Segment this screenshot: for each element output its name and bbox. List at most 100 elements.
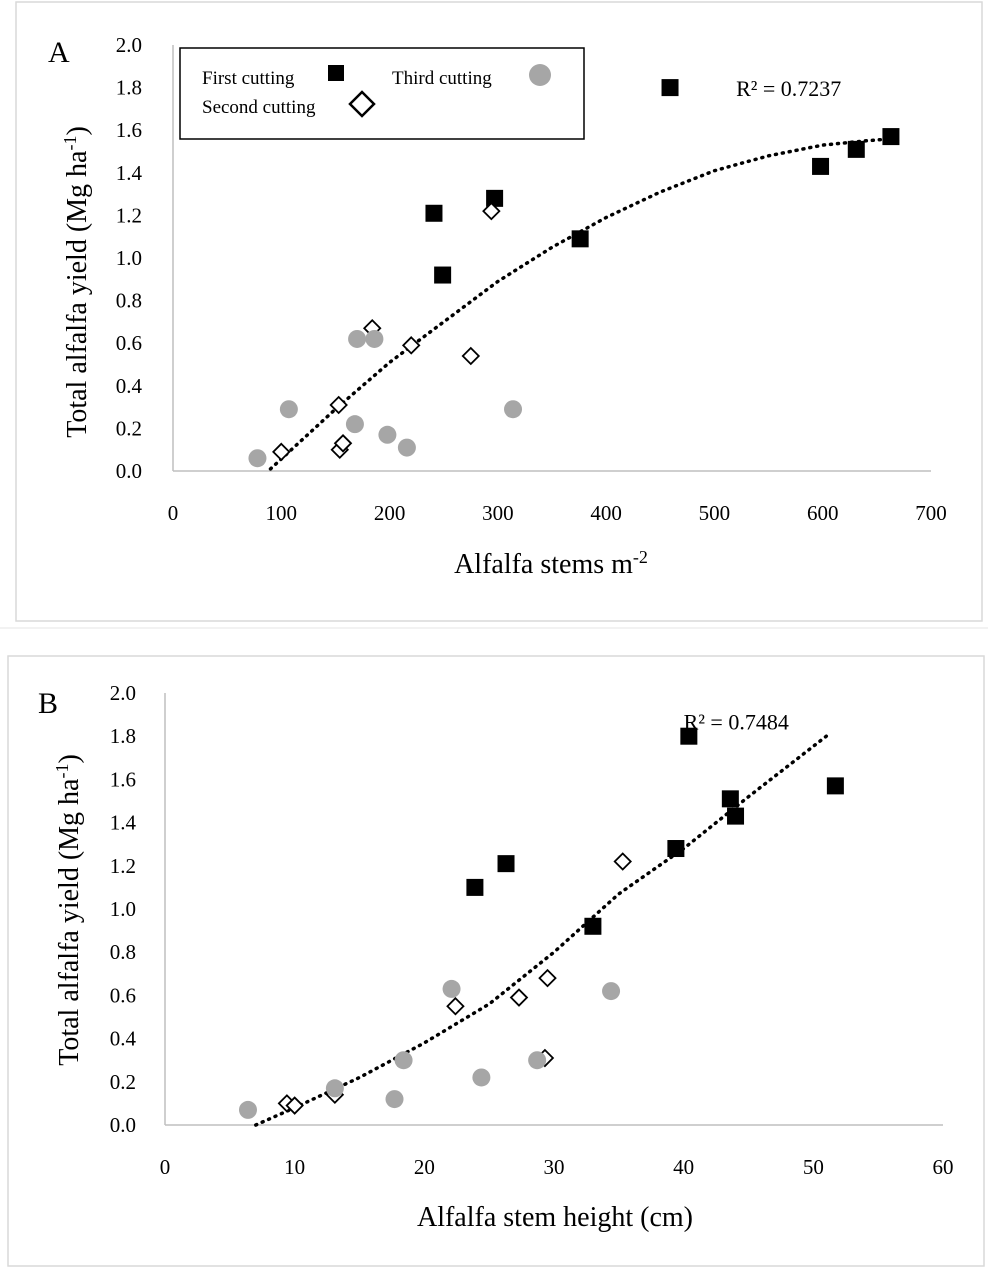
third-cutting-point: [504, 400, 523, 419]
y-tick-label: 0.4: [116, 374, 143, 398]
third-cutting-point: [325, 1079, 344, 1098]
first-cutting-point: [434, 266, 452, 284]
y-tick-label: 1.2: [110, 854, 136, 878]
y-tick-label: 1.2: [116, 203, 142, 227]
panel-a-label: A: [48, 36, 70, 69]
third-cutting-point: [385, 1090, 404, 1109]
second-cutting-point: [613, 852, 632, 871]
x-tick-label: 30: [544, 1155, 565, 1179]
x-tick-label: 100: [266, 501, 298, 525]
second-cutting-point: [401, 336, 421, 355]
trendline: [268, 136, 895, 471]
first-cutting-point: [882, 128, 900, 146]
first-cutting-point: [826, 777, 844, 795]
y-tick-label: 1.8: [110, 724, 136, 748]
y-tick-label: 1.0: [116, 246, 142, 270]
second-cutting-point: [446, 996, 465, 1016]
third-cutting-point: [528, 1051, 547, 1070]
legend-third-label: Third cutting: [392, 68, 492, 89]
panel-a-x-title: Alfalfa stems m-2: [454, 547, 648, 580]
third-cutting-point: [365, 329, 384, 348]
first-cutting-point: [727, 807, 745, 825]
y-tick-label: 2.0: [116, 33, 142, 57]
y-tick-label: 1.6: [110, 767, 136, 791]
x-tick-label: 500: [699, 501, 731, 525]
legend-box: [179, 47, 585, 140]
x-tick-label: 60: [933, 1155, 954, 1179]
panel-b-plot: 0.0 0.2 0.4 0.6 0.8 1.0 1.2 1.4 1.6 1.8 2.0 0 10 20 30…: [110, 681, 954, 1179]
third-cutting-point: [602, 982, 621, 1001]
panel-a-plot: 0.0 0.2 0.4 0.6 0.8 1.0 1.2 1.4 1.6 1.8 2.0 0 100 200…: [116, 33, 947, 525]
second-cutting-point: [461, 346, 481, 366]
panel-b-label: B: [38, 687, 58, 720]
x-tick-label: 10: [284, 1155, 305, 1179]
y-tick-label: 0.6: [110, 983, 136, 1007]
second-cutting-point: [333, 434, 353, 453]
y-tick-label: 1.4: [110, 811, 137, 835]
second-cutting-point: [329, 395, 348, 415]
y-tick-label: 2.0: [110, 681, 136, 705]
y-tick-label: 0.8: [116, 289, 142, 313]
first-cutting-point: [847, 140, 865, 158]
second-cutting-point: [285, 1096, 304, 1115]
panel-b-y-title: Total alfalfa yield (Mg ha-1): [52, 754, 85, 1066]
third-cutting-point: [472, 1068, 491, 1087]
first-cutting-point: [667, 840, 685, 858]
x-tick-label: 50: [803, 1155, 824, 1179]
legend-third-marker: [529, 64, 551, 86]
legend-first-marker: [328, 65, 344, 81]
y-tick-label: 0.0: [116, 459, 142, 483]
first-cutting-point: [571, 230, 589, 248]
y-tick-label: 1.4: [116, 161, 143, 185]
y-tick-label: 0.6: [116, 331, 142, 355]
first-cutting-point: [661, 79, 679, 97]
legend-second-marker: [348, 90, 376, 118]
x-tick-label: 20: [414, 1155, 435, 1179]
third-cutting-point: [397, 438, 416, 457]
x-tick-label: 300: [482, 501, 514, 525]
panel-b-frame: [7, 655, 985, 1267]
first-cutting-point: [486, 189, 504, 207]
x-tick-label: 200: [374, 501, 406, 525]
first-cutting-point: [680, 727, 698, 745]
y-tick-label: 1.6: [116, 118, 142, 142]
second-cutting-point: [272, 442, 291, 462]
panel-b-x-title: Alfalfa stem height (cm): [417, 1202, 693, 1233]
panel-a-y-title: Total alfalfa yield (Mg ha-1): [60, 126, 93, 438]
third-cutting-point: [279, 400, 298, 419]
first-cutting-point: [721, 790, 739, 808]
third-cutting-point: [378, 425, 397, 444]
r-squared-label: R² = 0.7484: [684, 710, 789, 735]
legend-first-label: First cutting: [202, 68, 295, 89]
y-tick-label: 1.8: [116, 76, 142, 100]
x-tick-label: 700: [915, 501, 947, 525]
x-tick-label: 0: [168, 501, 179, 525]
first-cutting-point: [425, 204, 443, 222]
third-cutting-point: [248, 449, 267, 468]
y-tick-label: 0.2: [110, 1070, 136, 1094]
third-cutting-point: [345, 415, 364, 434]
y-tick-label: 0.2: [116, 416, 142, 440]
first-cutting-point: [497, 855, 515, 873]
third-cutting-point: [238, 1100, 257, 1119]
second-cutting-point: [509, 988, 529, 1007]
x-tick-label: 0: [160, 1155, 171, 1179]
first-cutting-point: [584, 917, 602, 935]
first-cutting-point: [812, 157, 830, 175]
x-tick-label: 600: [807, 501, 839, 525]
panel-a-legend: First cutting Second cutting Third cutti…: [179, 47, 585, 140]
x-tick-label: 400: [590, 501, 622, 525]
second-cutting-point: [538, 968, 557, 988]
x-tick-label: 40: [673, 1155, 694, 1179]
second-cutting-point: [482, 201, 501, 221]
y-tick-label: 0.0: [110, 1113, 136, 1137]
third-cutting-point: [442, 979, 461, 998]
y-tick-label: 1.0: [110, 897, 136, 921]
y-tick-label: 0.4: [110, 1027, 137, 1051]
third-cutting-point: [394, 1051, 413, 1070]
first-cutting-point: [466, 878, 484, 896]
legend-second-label: Second cutting: [202, 97, 316, 118]
third-cutting-point: [348, 329, 367, 348]
y-tick-label: 0.8: [110, 940, 136, 964]
